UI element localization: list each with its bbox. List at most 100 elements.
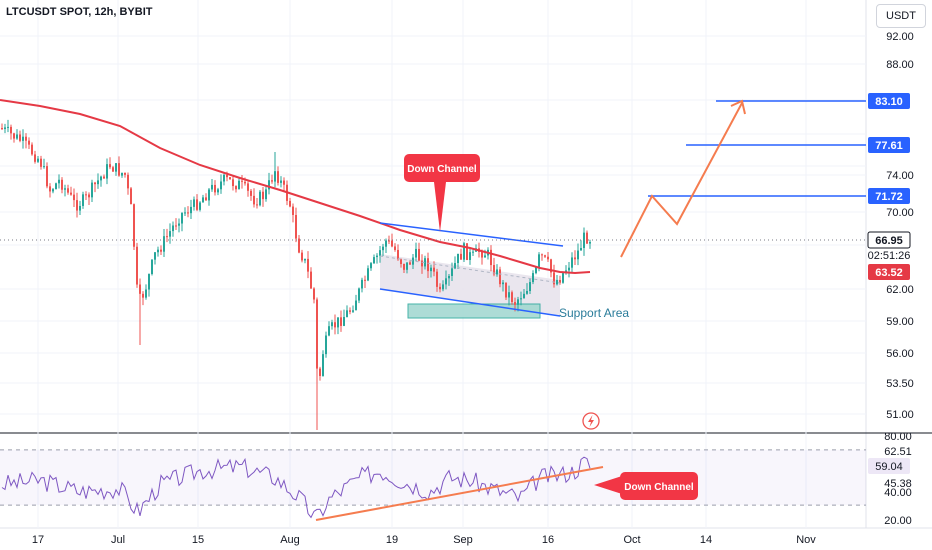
candle-body <box>574 257 576 260</box>
candle-body <box>355 300 357 311</box>
candle-body <box>400 259 402 264</box>
candle-body <box>496 269 498 275</box>
candle-body <box>454 263 456 269</box>
projection-path <box>620 102 743 258</box>
candle-body <box>112 167 114 172</box>
candle-body <box>523 293 525 299</box>
candle-body <box>274 171 276 182</box>
candle-body <box>223 174 225 182</box>
candle-body <box>73 194 75 201</box>
time-tick-14: 14 <box>700 534 712 546</box>
candle-body <box>406 262 408 270</box>
candle-body <box>346 310 348 317</box>
candle-body <box>88 194 90 198</box>
ma-line <box>0 99 591 275</box>
candle-body <box>235 186 237 190</box>
candle-body <box>148 274 150 290</box>
candle-body <box>40 158 42 167</box>
candle-body <box>451 268 453 276</box>
candle-body <box>133 204 135 247</box>
candle-body <box>154 252 156 260</box>
candle-body <box>586 232 588 244</box>
candle-body <box>250 190 252 196</box>
candle-body <box>229 177 231 180</box>
lightning-icon[interactable] <box>582 412 600 430</box>
support-area-box <box>407 303 541 319</box>
candle-body <box>265 189 267 200</box>
rsi-tick-40.00: 40.00 <box>884 487 912 499</box>
candle-body <box>31 144 33 155</box>
rsi-callout-pointer <box>594 476 622 494</box>
candle-body <box>247 183 249 191</box>
candle-body <box>337 317 339 328</box>
projection-arrowhead <box>730 99 746 115</box>
price-tick-59.00: 59.00 <box>886 316 914 328</box>
candle-body <box>175 225 177 227</box>
time-axis[interactable]: 17 Jul 15 Aug 19 Sep 16 Oct 14 Nov <box>32 534 816 546</box>
candle-body <box>562 273 564 283</box>
candle-body <box>430 267 432 272</box>
moving-average <box>0 99 591 275</box>
price-axis[interactable]: 92.00 88.00 74.00 70.00 62.00 59.00 56.00 53.50… <box>867 31 914 527</box>
candle-body <box>163 236 165 252</box>
candle-body <box>379 250 381 256</box>
candle-body <box>190 206 192 214</box>
candle-body <box>547 256 549 260</box>
candle-body <box>370 263 372 269</box>
candle-body <box>307 258 309 272</box>
candle-body <box>412 257 414 265</box>
candle-body <box>301 252 303 261</box>
candle-body <box>457 253 459 264</box>
candle-body <box>178 223 180 226</box>
candle-body <box>280 180 282 183</box>
candle-body <box>94 182 96 185</box>
rsi-trendline <box>315 466 604 521</box>
candle-body <box>502 282 504 285</box>
candle-body <box>571 257 573 268</box>
candle-body <box>124 172 126 175</box>
candle-body <box>517 299 519 305</box>
candle-body <box>259 191 261 206</box>
candle-body <box>79 205 81 211</box>
price-tick-70.00: 70.00 <box>886 207 914 219</box>
candle-body <box>367 268 369 281</box>
time-tick-Oct: Oct <box>623 534 640 546</box>
rsi-tick-62.51: 62.51 <box>884 446 912 458</box>
candle-body <box>427 258 429 272</box>
candle-body <box>85 194 87 196</box>
candle-body <box>244 181 246 184</box>
candle-body <box>151 259 153 275</box>
candle-body <box>82 194 84 206</box>
rsi-callout-box <box>620 472 698 500</box>
candle-body <box>289 200 291 207</box>
candle-body <box>424 258 426 267</box>
candle-body <box>520 298 522 300</box>
candle-body <box>19 134 21 141</box>
candle-series <box>1 119 591 430</box>
candle-body <box>529 282 531 292</box>
rsi-tick-45.38: 45.38 <box>884 478 912 490</box>
candle-body <box>361 279 363 289</box>
candle-body <box>442 284 444 290</box>
candle-body <box>397 249 399 260</box>
price-tick-53.50: 53.50 <box>886 378 914 390</box>
candle-body <box>514 302 516 305</box>
candle-body <box>58 179 60 184</box>
candle-body <box>433 267 435 272</box>
candle-body <box>334 322 336 328</box>
time-tick-19: 19 <box>386 534 398 546</box>
candle-body <box>202 197 204 203</box>
currency-button[interactable]: USDT <box>876 4 926 28</box>
candle-body <box>238 180 240 190</box>
candle-body <box>199 202 201 210</box>
candle-body <box>544 255 546 257</box>
candle-body <box>115 163 117 172</box>
candle-body <box>466 243 468 260</box>
channel-mid-line <box>379 255 561 284</box>
candle-body <box>403 263 405 270</box>
candle-body <box>61 179 63 190</box>
price-tick-56.00: 56.00 <box>886 348 914 360</box>
candle-body <box>22 136 24 141</box>
candle-body <box>52 189 54 192</box>
